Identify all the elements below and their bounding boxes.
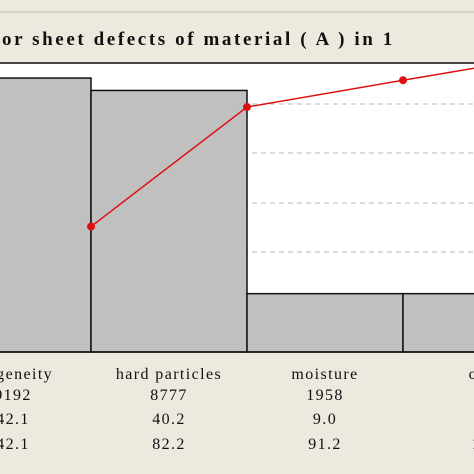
percent-value: 42.1 — [0, 411, 30, 428]
count-value: 9192 — [0, 387, 32, 404]
percent-value: 9.0 — [313, 411, 337, 428]
bar-2 — [90, 89, 248, 353]
cumulative-point-3 — [399, 76, 407, 85]
cumulative-value: 91.2 — [308, 436, 342, 453]
count-value: 1958 — [306, 387, 344, 404]
category-label: moisture — [291, 366, 358, 383]
cumulative-value: 82.2 — [152, 436, 186, 453]
cumulative-point-1 — [87, 222, 95, 231]
cumulative-value: 10 — [472, 436, 474, 453]
category-label: hard particles — [116, 366, 222, 383]
cumulative-point-2 — [243, 103, 251, 112]
chart-title: or sheet defects of material ( A ) in 1 — [2, 29, 395, 50]
cumulative-value: 42.1 — [0, 436, 30, 453]
bar-1 — [0, 77, 92, 353]
bar-3 — [246, 292, 404, 353]
bar-4 — [402, 292, 474, 353]
count-value: 8777 — [150, 387, 188, 404]
data-table: mogeneity hard particles moisture oth 9192 87… — [0, 366, 474, 453]
category-label: oth — [469, 366, 474, 383]
cumulative-line — [87, 67, 474, 231]
bars — [0, 77, 474, 353]
cumulative-polyline — [90, 67, 474, 228]
category-label: mogeneity — [0, 366, 53, 383]
title-band: or sheet defects of material ( A ) in 1 — [0, 11, 474, 64]
percent-value: 40.2 — [152, 411, 186, 428]
